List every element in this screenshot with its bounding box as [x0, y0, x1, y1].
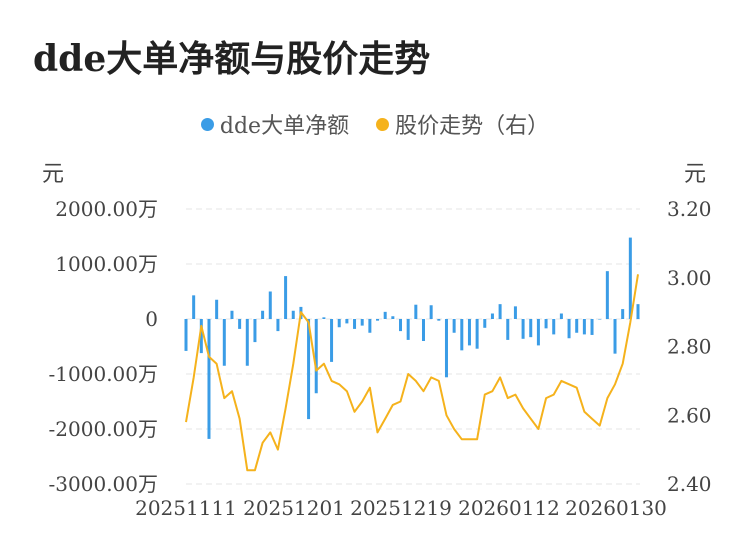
- dde-bar: [621, 309, 625, 319]
- dde-bar: [207, 319, 211, 439]
- dde-bar: [513, 306, 517, 319]
- price-line-path: [185, 274, 639, 472]
- x-tick-label: 20251111: [135, 496, 237, 520]
- dde-bar: [284, 276, 288, 319]
- right-tick-label: 2.80: [667, 335, 712, 359]
- dde-bar: [544, 319, 548, 329]
- left-axis-unit: 元: [42, 162, 65, 187]
- dde-bar: [391, 316, 395, 319]
- dde-bar: [291, 310, 295, 319]
- dde-bar: [353, 319, 357, 329]
- dde-bar: [613, 319, 617, 354]
- dde-bar: [444, 319, 448, 378]
- price-line: [185, 274, 639, 472]
- left-tick-label: -3000.00万: [49, 472, 158, 496]
- dde-bar: [506, 319, 510, 340]
- dde-bar: [628, 237, 632, 319]
- legend-dot-dde: [200, 117, 214, 131]
- dde-bar: [314, 319, 318, 394]
- dde-bar: [322, 317, 326, 319]
- right-axis-unit: 元: [684, 162, 707, 187]
- dde-bar: [222, 319, 226, 366]
- dde-bar: [414, 304, 418, 319]
- dde-bar: [575, 319, 579, 333]
- right-tick-label: 3.00: [667, 266, 712, 290]
- left-axis-ticks: 2000.00万 1000.00万 0 -1000.00万 -2000.00万 -3000…: [49, 197, 158, 496]
- x-tick-label: 20260130: [565, 496, 667, 520]
- dde-bar: [184, 319, 188, 351]
- dde-bar: [559, 313, 563, 319]
- x-tick-label: 20251219: [350, 496, 452, 520]
- dde-bar: [337, 319, 341, 328]
- dde-bar: [490, 313, 494, 319]
- grid-lines: [186, 208, 640, 485]
- right-tick-label: 2.60: [667, 403, 712, 427]
- chart-title: dde大单净额与股价走势: [33, 38, 431, 80]
- dde-bar: [307, 319, 311, 420]
- dde-bar: [399, 319, 403, 332]
- dde-bar: [429, 305, 433, 319]
- dde-bar: [360, 319, 364, 326]
- legend-dot-price: [376, 117, 390, 131]
- right-axis-ticks: 3.20 3.00 2.80 2.60 2.40: [667, 197, 712, 496]
- legend: dde大单净额 股价走势（右）: [0, 108, 750, 140]
- legend-label-dde: dde大单净额: [219, 114, 350, 139]
- x-tick-label: 20251201: [243, 496, 345, 520]
- dde-bar: [238, 319, 242, 329]
- x-tick-label: 20260112: [458, 496, 560, 520]
- dde-bar: [460, 319, 464, 351]
- dde-bar: [345, 319, 349, 324]
- dde-bar: [567, 319, 571, 339]
- dde-bar: [245, 319, 249, 366]
- legend-item-dde[interactable]: dde大单净额: [200, 108, 350, 140]
- dde-bar: [498, 304, 502, 319]
- dde-bar: [383, 311, 387, 319]
- legend-label-price: 股价走势（右）: [395, 114, 550, 139]
- left-tick-label: 2000.00万: [55, 197, 158, 221]
- right-tick-label: 2.40: [667, 472, 712, 496]
- dde-bar: [605, 271, 609, 319]
- dde-bar: [330, 319, 334, 362]
- dde-bar: [475, 319, 479, 349]
- dde-bar: [276, 319, 280, 332]
- dde-bar: [582, 319, 586, 335]
- dde-bar: [483, 319, 487, 328]
- dde-bar: [590, 319, 594, 335]
- left-tick-label: -2000.00万: [49, 417, 158, 441]
- dde-bar: [521, 319, 525, 339]
- dde-bar: [368, 319, 372, 333]
- dde-bar: [529, 319, 533, 338]
- left-tick-label: 0: [145, 307, 158, 331]
- x-axis-ticks: 20251111 20251201 20251219 20260112 20260130: [135, 496, 667, 520]
- legend-item-price[interactable]: 股价走势（右）: [376, 108, 549, 140]
- dde-bar: [452, 319, 456, 333]
- dde-bar: [636, 304, 640, 319]
- dde-bar: [406, 319, 410, 340]
- left-tick-label: 1000.00万: [55, 252, 158, 276]
- dde-bar: [467, 319, 471, 346]
- dde-bar: [421, 319, 425, 341]
- dde-bar: [215, 299, 219, 319]
- dde-bar: [376, 319, 380, 321]
- dde-bar: [552, 319, 556, 335]
- left-tick-label: -1000.00万: [49, 362, 158, 386]
- dde-bars: [184, 237, 640, 439]
- dde-bar: [253, 319, 257, 343]
- dde-bar: [437, 319, 441, 321]
- dde-bar: [199, 319, 203, 354]
- dde-bar: [230, 310, 234, 319]
- dde-bar: [598, 319, 602, 320]
- dde-bar: [192, 295, 196, 319]
- right-tick-label: 3.20: [667, 197, 712, 221]
- dde-bar: [261, 310, 265, 319]
- dde-bar: [268, 291, 272, 319]
- dde-bar: [536, 319, 540, 346]
